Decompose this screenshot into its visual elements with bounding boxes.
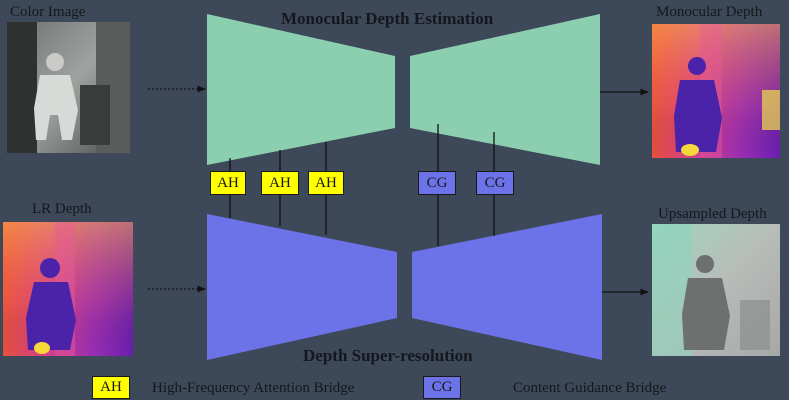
lr-depth-label: LR Depth [32, 201, 92, 217]
color-image-thumbnail [7, 22, 130, 153]
monocular-depth-thumbnail [652, 24, 780, 158]
sr-decoder-shape [412, 214, 602, 360]
upsampled-depth-label: Upsampled Depth [658, 206, 767, 222]
sr-branch-title: Depth Super-resolution [303, 346, 473, 365]
monocular-encoder-shape [207, 14, 395, 165]
cg-bridge-2: CG [476, 171, 514, 195]
color-image-label: Color Image [10, 4, 86, 20]
monocular-depth-label: Monocular Depth [656, 4, 763, 20]
legend-cg-badge: CG [423, 376, 461, 399]
cg-bridge-1: CG [418, 171, 456, 195]
upsampled-depth-thumbnail [652, 224, 780, 356]
legend-ah-text: High-Frequency Attention Bridge [152, 380, 355, 396]
sr-encoder-shape [207, 214, 397, 360]
monocular-decoder-shape [410, 14, 600, 165]
ah-bridge-3: AH [308, 171, 344, 195]
lr-depth-thumbnail [3, 222, 133, 356]
monocular-branch-title: Monocular Depth Estimation [281, 9, 494, 28]
ah-bridge-2: AH [261, 171, 299, 195]
ah-bridge-1: AH [210, 171, 246, 195]
legend-cg-text: Content Guidance Bridge [513, 380, 667, 396]
legend-ah-badge: AH [92, 376, 130, 399]
flow-arrows [148, 85, 649, 296]
